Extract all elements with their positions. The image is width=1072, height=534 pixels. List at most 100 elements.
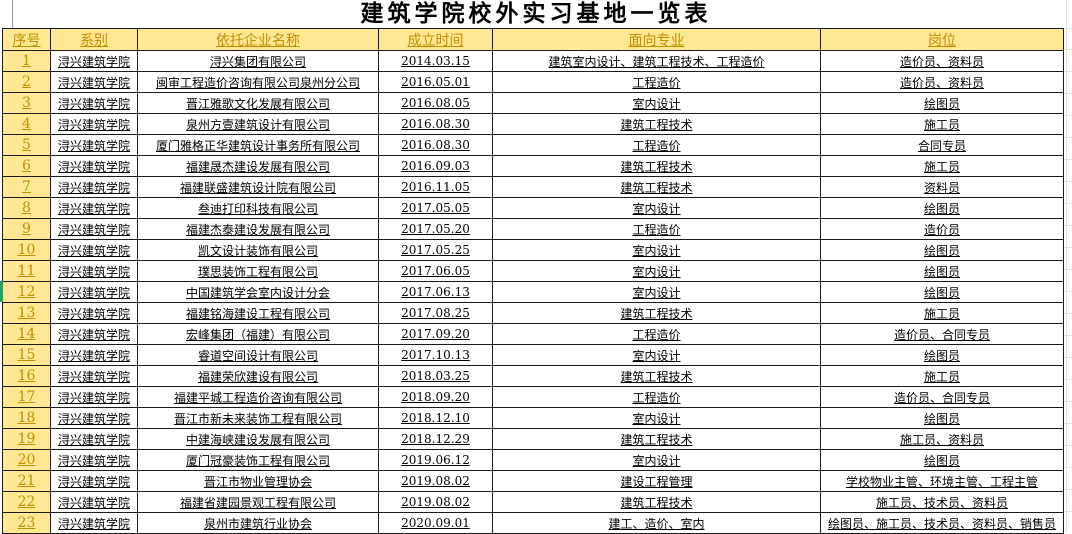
cell-positions[interactable]: 施工员、技术员、资料员 <box>820 491 1064 513</box>
cell-company[interactable]: 晋江市物业管理协会 <box>137 470 379 492</box>
column-header-4[interactable]: 成立时间 <box>378 28 493 51</box>
cell-company[interactable]: 福建杰泰建设发展有限公司 <box>137 218 379 240</box>
cell-index[interactable]: 23 <box>2 512 51 534</box>
cell-founded-date[interactable]: 2018.12.10 <box>378 407 493 429</box>
cell-majors[interactable]: 建筑工程技术 <box>492 176 821 198</box>
cell-majors[interactable]: 建筑工程技术 <box>492 155 821 177</box>
cell-positions[interactable]: 绘图员、施工员、技术员、资料员、销售员 <box>820 512 1064 534</box>
cell-positions[interactable]: 合同专员 <box>820 134 1064 156</box>
cell-majors[interactable]: 工程造价 <box>492 386 821 408</box>
cell-majors[interactable]: 工程造价 <box>492 323 821 345</box>
cell-company[interactable]: 璞思装饰工程有限公司 <box>137 260 379 282</box>
cell-department[interactable]: 浔兴建筑学院 <box>50 218 138 240</box>
cell-company[interactable]: 中建海峡建设发展有限公司 <box>137 428 379 450</box>
cell-department[interactable]: 浔兴建筑学院 <box>50 239 138 261</box>
cell-founded-date[interactable]: 2017.08.25 <box>378 302 493 324</box>
cell-founded-date[interactable]: 2016.08.30 <box>378 134 493 156</box>
cell-index[interactable]: 6 <box>2 155 51 177</box>
cell-company[interactable]: 福建晟杰建设发展有限公司 <box>137 155 379 177</box>
cell-founded-date[interactable]: 2016.08.30 <box>378 113 493 135</box>
cell-company[interactable]: 闽审工程造价咨询有限公司泉州分公司 <box>137 71 379 93</box>
cell-department[interactable]: 浔兴建筑学院 <box>50 302 138 324</box>
cell-department[interactable]: 浔兴建筑学院 <box>50 491 138 513</box>
cell-positions[interactable]: 绘图员 <box>820 92 1064 114</box>
cell-positions[interactable]: 资料员 <box>820 176 1064 198</box>
cell-majors[interactable]: 建筑工程技术 <box>492 365 821 387</box>
cell-index[interactable]: 16 <box>2 365 51 387</box>
cell-positions[interactable]: 绘图员 <box>820 449 1064 471</box>
cell-positions[interactable]: 施工员 <box>820 365 1064 387</box>
cell-company[interactable]: 晋江市新未来装饰工程有限公司 <box>137 407 379 429</box>
cell-company[interactable]: 福建联盛建筑设计院有限公司 <box>137 176 379 198</box>
cell-positions[interactable]: 造价员、资料员 <box>820 71 1064 93</box>
cell-department[interactable]: 浔兴建筑学院 <box>50 281 138 303</box>
cell-positions[interactable]: 绘图员 <box>820 239 1064 261</box>
column-header-6[interactable]: 岗位 <box>820 28 1064 51</box>
cell-department[interactable]: 浔兴建筑学院 <box>50 428 138 450</box>
cell-index[interactable]: 21 <box>2 470 51 492</box>
cell-positions[interactable]: 学校物业主管、环境主管、工程主管 <box>820 470 1064 492</box>
cell-index[interactable]: 10 <box>2 239 51 261</box>
cell-company[interactable]: 福建平城工程造价咨询有限公司 <box>137 386 379 408</box>
cell-positions[interactable]: 造价员 <box>820 218 1064 240</box>
column-header-2[interactable]: 系别 <box>50 28 138 51</box>
cell-index[interactable]: 14 <box>2 323 51 345</box>
cell-positions[interactable]: 施工员 <box>820 155 1064 177</box>
cell-founded-date[interactable]: 2019.08.02 <box>378 470 493 492</box>
cell-majors[interactable]: 室内设计 <box>492 407 821 429</box>
cell-index[interactable]: 5 <box>2 134 51 156</box>
cell-index[interactable]: 1 <box>2 50 51 72</box>
cell-index[interactable]: 9 <box>2 218 51 240</box>
cell-positions[interactable]: 施工员、资料员 <box>820 428 1064 450</box>
cell-founded-date[interactable]: 2017.05.05 <box>378 197 493 219</box>
cell-department[interactable]: 浔兴建筑学院 <box>50 92 138 114</box>
cell-positions[interactable]: 绘图员 <box>820 344 1064 366</box>
cell-company[interactable]: 福建荣欣建设有限公司 <box>137 365 379 387</box>
cell-company[interactable]: 叁迪打印科技有限公司 <box>137 197 379 219</box>
cell-department[interactable]: 浔兴建筑学院 <box>50 113 138 135</box>
cell-majors[interactable]: 工程造价 <box>492 218 821 240</box>
cell-positions[interactable]: 绘图员 <box>820 197 1064 219</box>
cell-department[interactable]: 浔兴建筑学院 <box>50 512 138 534</box>
cell-founded-date[interactable]: 2014.03.15 <box>378 50 493 72</box>
cell-majors[interactable]: 建设工程管理 <box>492 470 821 492</box>
cell-positions[interactable]: 绘图员 <box>820 407 1064 429</box>
cell-index[interactable]: 11 <box>2 260 51 282</box>
cell-index[interactable]: 20 <box>2 449 51 471</box>
cell-majors[interactable]: 室内设计 <box>492 449 821 471</box>
cell-majors[interactable]: 建工、造价、室内 <box>492 512 821 534</box>
cell-company[interactable]: 晋江雅歌文化发展有限公司 <box>137 92 379 114</box>
cell-company[interactable]: 泉州市建筑行业协会 <box>137 512 379 534</box>
cell-company[interactable]: 厦门雅格正华建筑设计事务所有限公司 <box>137 134 379 156</box>
cell-majors[interactable]: 工程造价 <box>492 134 821 156</box>
cell-department[interactable]: 浔兴建筑学院 <box>50 323 138 345</box>
cell-company[interactable]: 浔兴集团有限公司 <box>137 50 379 72</box>
cell-majors[interactable]: 室内设计 <box>492 239 821 261</box>
cell-department[interactable]: 浔兴建筑学院 <box>50 134 138 156</box>
cell-department[interactable]: 浔兴建筑学院 <box>50 344 138 366</box>
cell-positions[interactable]: 施工员 <box>820 302 1064 324</box>
cell-founded-date[interactable]: 2017.06.13 <box>378 281 493 303</box>
column-header-3[interactable]: 依托企业名称 <box>137 28 379 51</box>
cell-founded-date[interactable]: 2016.05.01 <box>378 71 493 93</box>
cell-founded-date[interactable]: 2020.09.01 <box>378 512 493 534</box>
cell-majors[interactable]: 室内设计 <box>492 344 821 366</box>
cell-department[interactable]: 浔兴建筑学院 <box>50 386 138 408</box>
cell-company[interactable]: 中国建筑学会室内设计分会 <box>137 281 379 303</box>
cell-positions[interactable]: 绘图员 <box>820 281 1064 303</box>
cell-index[interactable]: 2 <box>2 71 51 93</box>
cell-company[interactable]: 泉州方壹建筑设计有限公司 <box>137 113 379 135</box>
cell-department[interactable]: 浔兴建筑学院 <box>50 449 138 471</box>
cell-majors[interactable]: 建筑室内设计、建筑工程技术、工程造价 <box>492 50 821 72</box>
cell-department[interactable]: 浔兴建筑学院 <box>50 470 138 492</box>
cell-founded-date[interactable]: 2017.05.20 <box>378 218 493 240</box>
cell-department[interactable]: 浔兴建筑学院 <box>50 365 138 387</box>
cell-positions[interactable]: 造价员、资料员 <box>820 50 1064 72</box>
cell-department[interactable]: 浔兴建筑学院 <box>50 260 138 282</box>
cell-founded-date[interactable]: 2016.11.05 <box>378 176 493 198</box>
cell-department[interactable]: 浔兴建筑学院 <box>50 155 138 177</box>
cell-majors[interactable]: 室内设计 <box>492 281 821 303</box>
cell-positions[interactable]: 绘图员 <box>820 260 1064 282</box>
cell-founded-date[interactable]: 2016.09.03 <box>378 155 493 177</box>
cell-majors[interactable]: 工程造价 <box>492 71 821 93</box>
